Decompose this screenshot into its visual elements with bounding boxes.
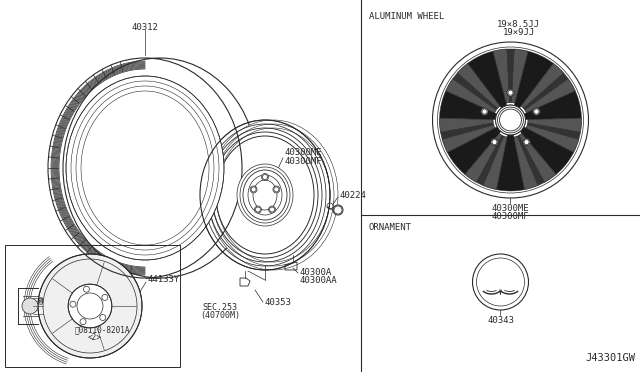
- Ellipse shape: [66, 76, 224, 260]
- Polygon shape: [457, 63, 500, 108]
- Circle shape: [523, 139, 530, 145]
- Polygon shape: [517, 135, 545, 185]
- Circle shape: [491, 139, 498, 145]
- Text: ALUMINUM WHEEL: ALUMINUM WHEEL: [369, 12, 444, 21]
- Text: 40300A: 40300A: [300, 268, 332, 277]
- Text: 44133Y: 44133Y: [148, 276, 180, 285]
- Circle shape: [491, 139, 498, 145]
- Text: ORNAMENT: ORNAMENT: [369, 223, 412, 232]
- Circle shape: [83, 286, 90, 292]
- Bar: [5, 245, 180, 367]
- Polygon shape: [521, 63, 564, 108]
- Circle shape: [507, 89, 514, 96]
- Polygon shape: [507, 49, 514, 103]
- Circle shape: [22, 298, 38, 314]
- Circle shape: [533, 108, 540, 115]
- Polygon shape: [519, 134, 556, 182]
- Text: 40353: 40353: [265, 298, 292, 307]
- Polygon shape: [527, 123, 580, 139]
- Text: SEC.253: SEC.253: [202, 303, 237, 312]
- Circle shape: [70, 301, 76, 307]
- Text: 40224: 40224: [340, 190, 367, 199]
- Circle shape: [495, 105, 525, 135]
- Text: <2>: <2>: [88, 333, 102, 342]
- Polygon shape: [525, 78, 575, 113]
- Circle shape: [333, 205, 343, 215]
- Ellipse shape: [216, 128, 330, 262]
- Polygon shape: [446, 78, 496, 113]
- Text: 40300MF: 40300MF: [285, 157, 323, 166]
- Ellipse shape: [212, 124, 334, 266]
- Text: 40343: 40343: [487, 316, 514, 325]
- Polygon shape: [453, 73, 497, 110]
- Polygon shape: [511, 49, 528, 103]
- Polygon shape: [447, 126, 502, 174]
- Circle shape: [481, 108, 488, 115]
- Text: 19×9JJ: 19×9JJ: [502, 28, 534, 37]
- Circle shape: [68, 284, 112, 328]
- Polygon shape: [468, 51, 508, 110]
- Text: 40300MF: 40300MF: [492, 212, 529, 221]
- Circle shape: [38, 254, 142, 358]
- Polygon shape: [483, 136, 507, 190]
- Polygon shape: [524, 73, 568, 110]
- Ellipse shape: [273, 186, 280, 193]
- Text: 40300ME: 40300ME: [285, 148, 323, 157]
- Polygon shape: [526, 125, 579, 153]
- Polygon shape: [528, 118, 582, 132]
- Text: (40700M): (40700M): [200, 311, 240, 320]
- Ellipse shape: [250, 186, 257, 193]
- Ellipse shape: [208, 120, 338, 270]
- Polygon shape: [440, 118, 493, 132]
- Polygon shape: [442, 125, 495, 153]
- Polygon shape: [493, 49, 509, 103]
- Ellipse shape: [237, 164, 293, 226]
- Text: 19×8.5JJ: 19×8.5JJ: [497, 20, 540, 29]
- Polygon shape: [513, 51, 554, 110]
- Circle shape: [523, 139, 530, 145]
- Text: 40300ME: 40300ME: [492, 204, 529, 213]
- Polygon shape: [440, 91, 499, 120]
- Circle shape: [102, 294, 108, 301]
- Circle shape: [533, 108, 540, 115]
- Circle shape: [80, 319, 86, 325]
- Text: J43301GW: J43301GW: [585, 353, 635, 363]
- Text: 40300AA: 40300AA: [300, 276, 338, 285]
- Text: 40312: 40312: [132, 23, 159, 32]
- Ellipse shape: [255, 206, 262, 213]
- Polygon shape: [477, 135, 504, 185]
- Circle shape: [100, 314, 106, 321]
- Polygon shape: [514, 136, 538, 190]
- Polygon shape: [522, 91, 582, 120]
- Circle shape: [481, 108, 488, 115]
- Polygon shape: [518, 126, 573, 174]
- Text: Ⓒ08110-8201A: Ⓒ08110-8201A: [75, 325, 131, 334]
- Polygon shape: [465, 134, 502, 182]
- Circle shape: [495, 105, 525, 135]
- Polygon shape: [440, 123, 493, 139]
- Circle shape: [507, 89, 514, 96]
- Polygon shape: [497, 132, 525, 191]
- Ellipse shape: [269, 206, 276, 213]
- Ellipse shape: [262, 173, 269, 180]
